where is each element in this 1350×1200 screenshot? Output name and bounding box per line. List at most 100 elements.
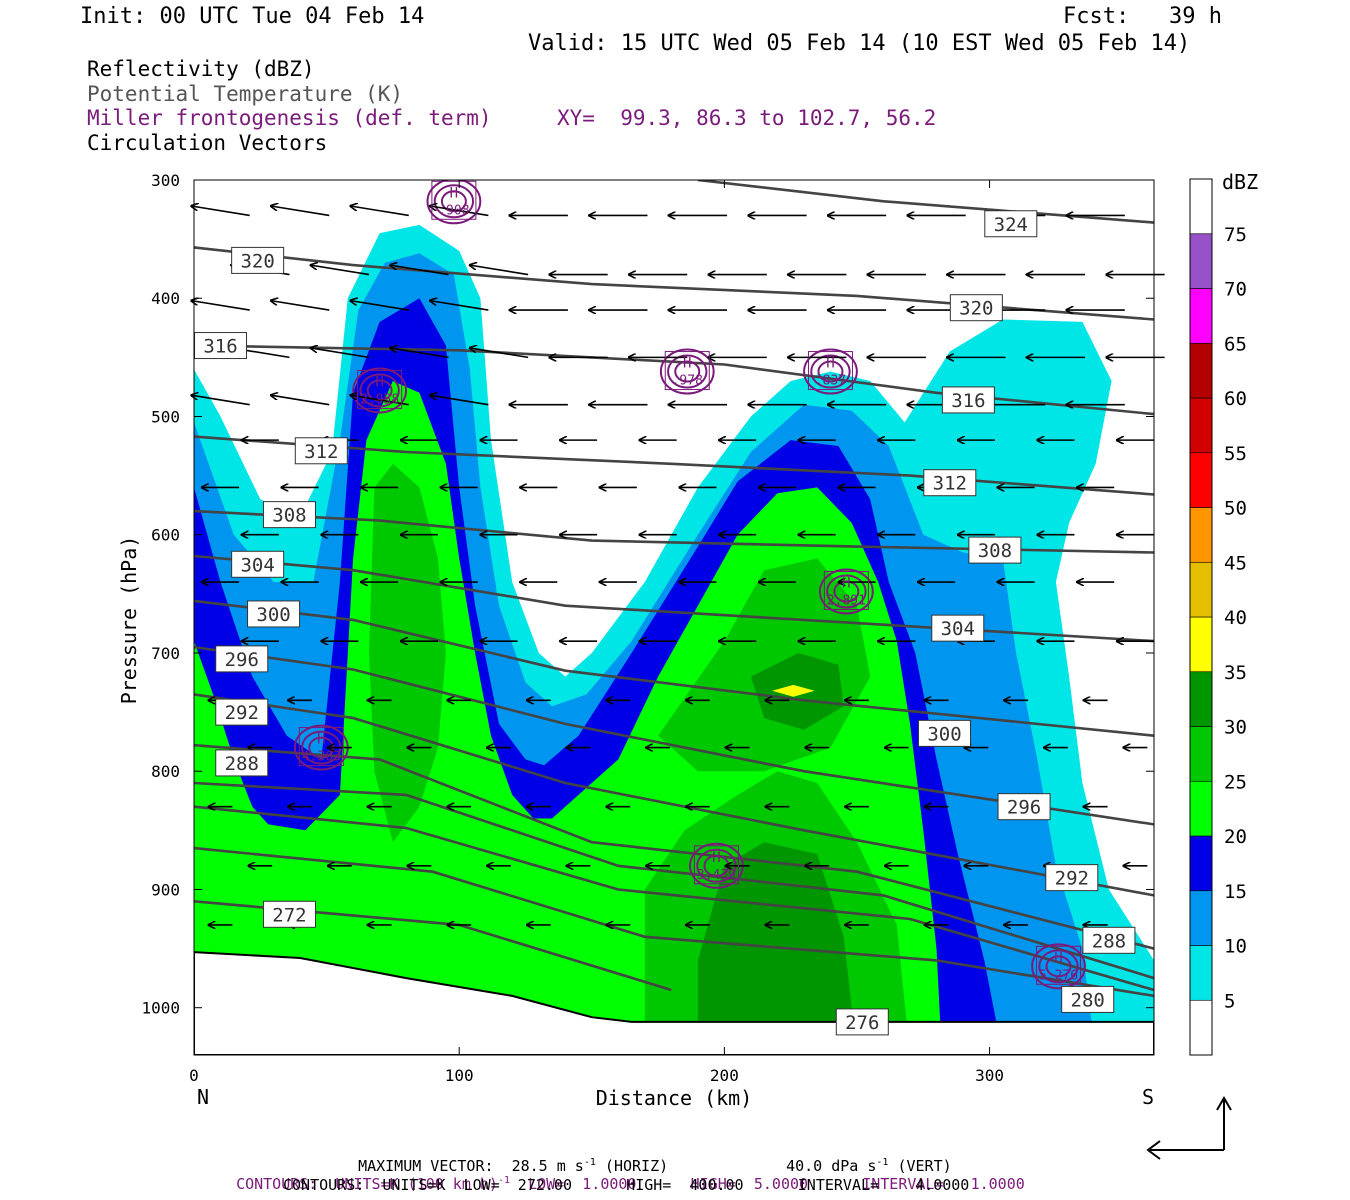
header-fcst: Fcst: 39 h xyxy=(1063,4,1222,29)
fronto-max-h: H xyxy=(842,575,850,591)
isentrope-label-box xyxy=(215,749,269,777)
x-tick-label: 0 xyxy=(189,1066,199,1085)
isentrope-label-312: 312 xyxy=(294,437,348,465)
isentrope-label-276: 276 xyxy=(835,1008,889,1036)
fronto-max-h: H xyxy=(450,185,458,201)
isentrope-label-304: 304 xyxy=(231,550,285,578)
footer-vector-vert: 40.0 dPa s-1 (VERT) xyxy=(768,1139,952,1175)
isentrope-label-text: 300 xyxy=(927,723,961,745)
circulation-vector xyxy=(390,348,449,359)
x-tick-label: 100 xyxy=(445,1066,474,1085)
isentrope-label-box xyxy=(247,600,301,628)
isentrope-label-text: 280 xyxy=(1071,989,1105,1011)
circulation-vector xyxy=(311,348,370,359)
isentrope-label-box xyxy=(949,294,1003,322)
colorbar-label: 10 xyxy=(1224,936,1247,958)
isentrope-296 xyxy=(194,645,1154,826)
isentrope-label-text: 300 xyxy=(256,604,290,626)
colorbar-swatch xyxy=(1189,561,1213,618)
isentrope-316 xyxy=(194,344,1154,416)
isentrope-label-text: 316 xyxy=(951,390,985,412)
isentrope-label-box xyxy=(1061,985,1115,1013)
fronto-max-box xyxy=(823,570,869,610)
colorbar-label: 35 xyxy=(1224,662,1247,684)
fronto-max-4.363: H 4.363 xyxy=(298,727,344,767)
isentrope-label-box xyxy=(917,719,971,747)
isentrope-label-text: 312 xyxy=(933,473,967,495)
footer-contours1-a: CONTOURS: UNITS=K (100 km h) xyxy=(236,1175,498,1193)
isentrope-label-text: 320 xyxy=(959,298,993,320)
end-label-right: S xyxy=(1142,1085,1154,1109)
isentrope-308 xyxy=(194,509,1154,554)
fronto-contour-3-2 xyxy=(803,348,858,395)
isentrope-276 xyxy=(194,846,1154,998)
isentrope-label-288: 288 xyxy=(215,749,269,777)
colorbar-swatch xyxy=(1189,890,1213,946)
circulation-vector xyxy=(430,395,489,406)
colorbar-swatch xyxy=(1189,178,1213,235)
field-xy: XY= 99.3, 86.3 to 102.7, 56.2 xyxy=(557,106,937,130)
fronto-max-box xyxy=(807,351,853,391)
fronto-max-box xyxy=(357,369,403,409)
fronto-max-box xyxy=(298,727,344,767)
isentrope-label-text: 308 xyxy=(978,540,1012,562)
colorbar-label: 60 xyxy=(1224,388,1247,410)
footer-contours1-b: LOW= 1.0000 HIGH= 5.0000 INTERVAL= 1.000… xyxy=(510,1175,1025,1193)
isentrope-label-320: 320 xyxy=(231,246,285,274)
isentrope-label-304: 304 xyxy=(931,614,985,642)
isentrope-label-288: 288 xyxy=(1082,926,1136,954)
fronto-contour-3-1 xyxy=(810,354,851,389)
y-tick-label: 700 xyxy=(151,644,180,663)
isentrope-label-box xyxy=(923,469,977,497)
isentrope-label-320: 320 xyxy=(949,294,1003,322)
colorbar-swatch xyxy=(1189,507,1213,563)
isentrope-label-text: 296 xyxy=(225,649,259,671)
isentrope-280 xyxy=(194,805,1154,992)
fronto-contour-1-1 xyxy=(359,373,400,408)
y-tick-label: 400 xyxy=(151,289,180,308)
isentrope-label-296: 296 xyxy=(997,793,1051,821)
isentrope-label-box xyxy=(231,246,285,274)
colorbar-swatch xyxy=(1189,999,1213,1056)
colorbar-label: 75 xyxy=(1224,224,1247,246)
y-tick-label: 800 xyxy=(151,762,180,781)
reference-vector xyxy=(1146,1096,1232,1160)
footer-vert-exp: -1 xyxy=(876,1157,889,1168)
fronto-contour-3-0 xyxy=(817,360,844,383)
fronto-max-.978: H .978 xyxy=(664,351,710,391)
plot-frame xyxy=(193,179,1155,1056)
isentrope-label-box xyxy=(262,900,316,928)
footer-contours-theta: CONTOURS: UNITS=K LOW= 272.00 HIGH= 400.… xyxy=(283,1176,970,1194)
fronto-max-h: H xyxy=(317,732,325,748)
isentrope-284 xyxy=(194,781,1154,980)
fronto-contour-0-2 xyxy=(426,180,482,225)
colorbar-swatch xyxy=(1189,671,1213,727)
footer-vector-text: MAXIMUM VECTOR: 28.5 m s xyxy=(358,1157,584,1175)
fronto-max-box xyxy=(664,351,710,391)
circulation-vector xyxy=(470,348,529,359)
fronto-contour-1-2 xyxy=(352,367,408,414)
fronto-max-value: .837 xyxy=(815,374,846,389)
isentrope-324 xyxy=(697,180,1154,224)
footer-vert-tail: (VERT) xyxy=(888,1157,952,1175)
circulation-vector xyxy=(350,206,409,217)
fronto-max-.908: H .908 xyxy=(431,180,477,220)
isentrope-label-292: 292 xyxy=(1045,864,1099,892)
fronto-max-2.891: H 2.891 xyxy=(823,570,869,610)
isentrope-label-box xyxy=(931,614,985,642)
footer-vector: MAXIMUM VECTOR: 28.5 m s-1 (HORIZ) xyxy=(340,1139,668,1175)
fronto-max-box xyxy=(431,180,477,220)
colorbar-label: 50 xyxy=(1224,498,1247,520)
isentrope-320 xyxy=(194,246,1154,321)
fronto-max-value: 2.891 xyxy=(827,593,866,608)
footer-vector-exp: -1 xyxy=(583,1157,596,1168)
y-tick-label: 900 xyxy=(151,880,180,899)
isentrope-label-text: 296 xyxy=(1007,797,1041,819)
colorbar-label: 30 xyxy=(1224,717,1247,739)
colorbar-swatch xyxy=(1189,945,1213,1001)
fronto-max-.837: H .837 xyxy=(807,351,853,391)
circulation-vector xyxy=(191,395,250,406)
colorbar-swatch xyxy=(1189,452,1213,508)
isentrope-label-text: 288 xyxy=(225,753,259,775)
isentrope-label-text: 316 xyxy=(203,336,237,358)
